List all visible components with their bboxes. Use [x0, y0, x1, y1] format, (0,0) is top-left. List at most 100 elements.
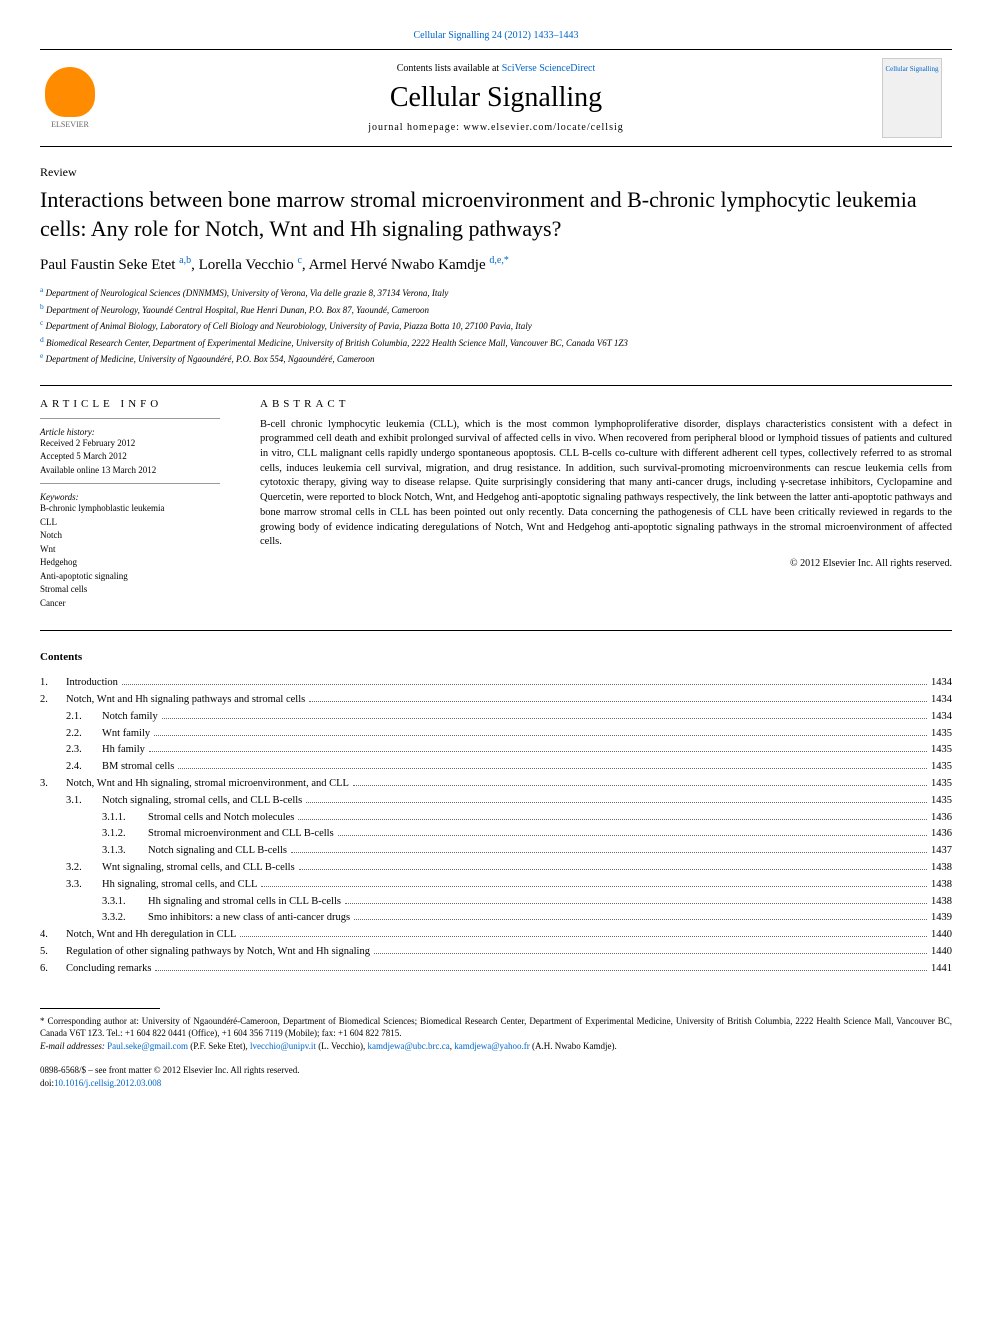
toc-number: 2.3. — [66, 742, 102, 759]
corresponding-author-note: * Corresponding author at: University of… — [40, 1015, 952, 1040]
toc-entry[interactable]: 3.1.1. Stromal cells and Notch molecules… — [40, 810, 952, 827]
toc-entry[interactable]: 2.1. Notch family 1434 — [40, 709, 952, 726]
toc-page: 1434 — [931, 709, 952, 726]
toc-title: Hh signaling, stromal cells, and CLL — [102, 877, 257, 894]
toc-number: 5. — [40, 944, 66, 961]
toc-title: Notch signaling, stromal cells, and CLL … — [102, 793, 302, 810]
toc-entry[interactable]: 3.1.2. Stromal microenvironment and CLL … — [40, 826, 952, 843]
toc-entry[interactable]: 4. Notch, Wnt and Hh deregulation in CLL… — [40, 927, 952, 944]
toc-dots — [309, 701, 927, 702]
toc-dots — [345, 903, 927, 904]
toc-page: 1437 — [931, 843, 952, 860]
email-link[interactable]: kamdjewa@yahoo.fr — [454, 1041, 530, 1051]
toc-page: 1435 — [931, 759, 952, 776]
history-label: Article history: — [40, 418, 220, 437]
keywords-label: Keywords: — [40, 483, 220, 502]
issn-line: 0898-6568/$ – see front matter © 2012 El… — [40, 1064, 952, 1077]
toc-page: 1435 — [931, 726, 952, 743]
toc-title: Notch family — [102, 709, 158, 726]
toc-title: Wnt family — [102, 726, 150, 743]
toc-dots — [154, 735, 927, 736]
toc-number: 3.1.2. — [102, 826, 148, 843]
cover-title: Cellular Signalling — [885, 65, 938, 73]
toc-entry[interactable]: 3.3. Hh signaling, stromal cells, and CL… — [40, 877, 952, 894]
toc-entry[interactable]: 2.3. Hh family 1435 — [40, 742, 952, 759]
toc-title: Notch, Wnt and Hh deregulation in CLL — [66, 927, 236, 944]
contents-available: Contents lists available at SciVerse Sci… — [110, 63, 882, 74]
footnotes: * Corresponding author at: University of… — [40, 1015, 952, 1053]
doi-link[interactable]: 10.1016/j.cellsig.2012.03.008 — [54, 1078, 161, 1088]
doi-label: doi: — [40, 1078, 54, 1088]
toc-number: 3.3.1. — [102, 894, 148, 911]
journal-reference: Cellular Signalling 24 (2012) 1433–1443 — [40, 30, 952, 41]
email-link[interactable]: lvecchio@unipv.it — [250, 1041, 316, 1051]
toc-number: 3.3. — [66, 877, 102, 894]
toc-number: 3.1.3. — [102, 843, 148, 860]
toc-page: 1435 — [931, 776, 952, 793]
article-type: Review — [40, 165, 952, 180]
toc-entry[interactable]: 3.1.3. Notch signaling and CLL B-cells 1… — [40, 843, 952, 860]
toc-entry[interactable]: 6. Concluding remarks 1441 — [40, 961, 952, 978]
toc-number: 6. — [40, 961, 66, 978]
footnote-rule — [40, 1008, 160, 1009]
email-link[interactable]: kamdjewa@ubc.brc.ca — [368, 1041, 450, 1051]
toc-entry[interactable]: 2. Notch, Wnt and Hh signaling pathways … — [40, 692, 952, 709]
toc-number: 3.3.2. — [102, 910, 148, 927]
toc-entry[interactable]: 3.1. Notch signaling, stromal cells, and… — [40, 793, 952, 810]
toc-number: 2.2. — [66, 726, 102, 743]
journal-cover-thumbnail[interactable]: Cellular Signalling — [882, 58, 942, 138]
email-addresses: E-mail addresses: Paul.seke@gmail.com (P… — [40, 1040, 952, 1053]
toc-title: Stromal microenvironment and CLL B-cells — [148, 826, 334, 843]
toc-title: Concluding remarks — [66, 961, 151, 978]
toc-dots — [306, 802, 927, 803]
cover-thumb-area: Cellular Signalling — [882, 58, 952, 138]
toc-entry[interactable]: 2.4. BM stromal cells 1435 — [40, 759, 952, 776]
toc-entry[interactable]: 2.2. Wnt family 1435 — [40, 726, 952, 743]
journal-ref-link[interactable]: Cellular Signalling 24 (2012) 1433–1443 — [414, 30, 579, 41]
toc-page: 1438 — [931, 877, 952, 894]
toc-dots — [162, 718, 927, 719]
elsevier-tree-icon — [45, 67, 95, 117]
toc-page: 1434 — [931, 675, 952, 692]
bottom-meta: 0898-6568/$ – see front matter © 2012 El… — [40, 1064, 952, 1089]
toc-dots — [338, 835, 927, 836]
elsevier-logo[interactable]: ELSEVIER — [40, 63, 100, 133]
journal-header: ELSEVIER Contents lists available at Sci… — [40, 49, 952, 147]
toc-title: Notch, Wnt and Hh signaling pathways and… — [66, 692, 305, 709]
toc-entry[interactable]: 1. Introduction 1434 — [40, 675, 952, 692]
toc-dots — [291, 852, 927, 853]
toc-dots — [261, 886, 927, 887]
toc-title: BM stromal cells — [102, 759, 174, 776]
abstract-column: ABSTRACT B-cell chronic lymphocytic leuk… — [240, 398, 952, 611]
toc-dots — [122, 684, 927, 685]
toc-dots — [155, 970, 927, 971]
toc-entry[interactable]: 3.2. Wnt signaling, stromal cells, and C… — [40, 860, 952, 877]
author-list: Paul Faustin Seke Etet a,b, Lorella Vecc… — [40, 255, 952, 274]
sciverse-link[interactable]: SciVerse ScienceDirect — [502, 63, 596, 74]
toc-title: Notch, Wnt and Hh signaling, stromal mic… — [66, 776, 349, 793]
toc-page: 1436 — [931, 826, 952, 843]
affiliations: a Department of Neurological Sciences (D… — [40, 284, 952, 367]
toc-dots — [149, 751, 927, 752]
toc-title: Regulation of other signaling pathways b… — [66, 944, 370, 961]
article-title: Interactions between bone marrow stromal… — [40, 186, 952, 243]
publisher-logo-area: ELSEVIER — [40, 63, 110, 133]
toc-entry[interactable]: 3.3.2. Smo inhibitors: a new class of an… — [40, 910, 952, 927]
toc-title: Hh family — [102, 742, 145, 759]
toc-dots — [353, 785, 927, 786]
toc-number: 2. — [40, 692, 66, 709]
journal-name: Cellular Signalling — [110, 82, 882, 114]
toc-dots — [178, 768, 927, 769]
email-link[interactable]: Paul.seke@gmail.com — [107, 1041, 188, 1051]
article-info-heading: ARTICLE INFO — [40, 398, 220, 410]
toc-title: Smo inhibitors: a new class of anti-canc… — [148, 910, 350, 927]
toc-number: 3.2. — [66, 860, 102, 877]
toc-dots — [299, 869, 927, 870]
toc-entry[interactable]: 5. Regulation of other signaling pathway… — [40, 944, 952, 961]
toc-entry[interactable]: 3.3.1. Hh signaling and stromal cells in… — [40, 894, 952, 911]
table-of-contents: 1. Introduction 1434 2. Notch, Wnt and H… — [40, 675, 952, 977]
journal-homepage: journal homepage: www.elsevier.com/locat… — [110, 122, 882, 133]
toc-number: 1. — [40, 675, 66, 692]
toc-entry[interactable]: 3. Notch, Wnt and Hh signaling, stromal … — [40, 776, 952, 793]
abstract-heading: ABSTRACT — [260, 398, 952, 410]
